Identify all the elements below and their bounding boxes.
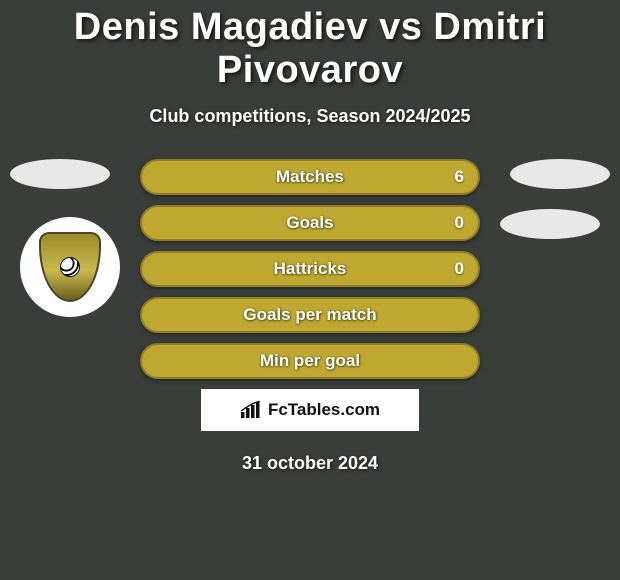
- stat-value-right: 0: [455, 259, 464, 279]
- stat-row-goals: Goals 0: [140, 205, 480, 241]
- stat-row-hattricks: Hattricks 0: [140, 251, 480, 287]
- stat-label: Goals: [286, 213, 333, 233]
- content-area: Matches 6 Goals 0 Hattricks 0 Goals per …: [0, 159, 620, 474]
- stat-row-matches: Matches 6: [140, 159, 480, 195]
- stat-label: Matches: [276, 167, 344, 187]
- stat-value-right: 0: [455, 213, 464, 233]
- club-crest: [20, 217, 120, 317]
- stat-label: Min per goal: [260, 351, 360, 371]
- stat-row-min-per-goal: Min per goal: [140, 343, 480, 379]
- ellipse-right-second: [500, 209, 600, 239]
- page-title: Denis Magadiev vs Dmitri Pivovarov: [0, 0, 620, 92]
- date-label: 31 october 2024: [0, 453, 620, 474]
- brand-bar-chart-icon: [240, 401, 262, 419]
- ellipse-top-left: [10, 159, 110, 189]
- club-crest-shield-icon: [39, 232, 101, 302]
- ellipse-top-right: [510, 159, 610, 189]
- stat-label: Hattricks: [274, 259, 347, 279]
- stat-label: Goals per match: [243, 305, 376, 325]
- page-subtitle: Club competitions, Season 2024/2025: [0, 106, 620, 127]
- stat-row-goals-per-match: Goals per match: [140, 297, 480, 333]
- soccer-ball-icon: [60, 257, 80, 277]
- stat-value-right: 6: [455, 167, 464, 187]
- brand-label: FcTables.com: [268, 400, 380, 420]
- brand-box[interactable]: FcTables.com: [201, 389, 419, 431]
